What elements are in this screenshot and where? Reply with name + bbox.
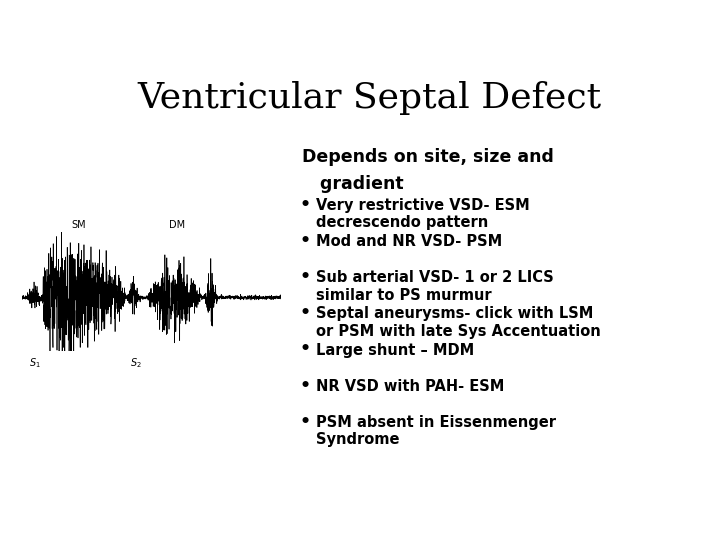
Text: •: • (300, 268, 310, 286)
Text: $S_2$: $S_2$ (130, 356, 142, 369)
Text: $S_1$: $S_1$ (29, 356, 40, 369)
Text: •: • (300, 232, 310, 250)
Text: Very restrictive VSD- ESM
decrescendo pattern: Very restrictive VSD- ESM decrescendo pa… (316, 198, 530, 230)
Text: •: • (300, 377, 310, 395)
Text: •: • (300, 413, 310, 431)
Text: DM: DM (169, 220, 185, 230)
Text: Septal aneurysms- click with LSM
or PSM with late Sys Accentuation: Septal aneurysms- click with LSM or PSM … (316, 306, 600, 339)
Text: gradient: gradient (302, 175, 404, 193)
Text: Sub arterial VSD- 1 or 2 LICS
similar to PS murmur: Sub arterial VSD- 1 or 2 LICS similar to… (316, 270, 554, 302)
Text: SM: SM (71, 220, 86, 230)
Text: •: • (300, 196, 310, 214)
Text: •: • (300, 341, 310, 359)
Text: Large shunt – MDM: Large shunt – MDM (316, 342, 474, 357)
Text: NR VSD with PAH- ESM: NR VSD with PAH- ESM (316, 379, 505, 394)
Text: Depends on site, size and: Depends on site, size and (302, 148, 554, 166)
Text: Ventricular Septal Defect: Ventricular Septal Defect (137, 82, 601, 116)
Text: •: • (300, 305, 310, 322)
Text: Mod and NR VSD- PSM: Mod and NR VSD- PSM (316, 234, 503, 249)
Text: PSM absent in Eissenmenger
Syndrome: PSM absent in Eissenmenger Syndrome (316, 415, 556, 447)
